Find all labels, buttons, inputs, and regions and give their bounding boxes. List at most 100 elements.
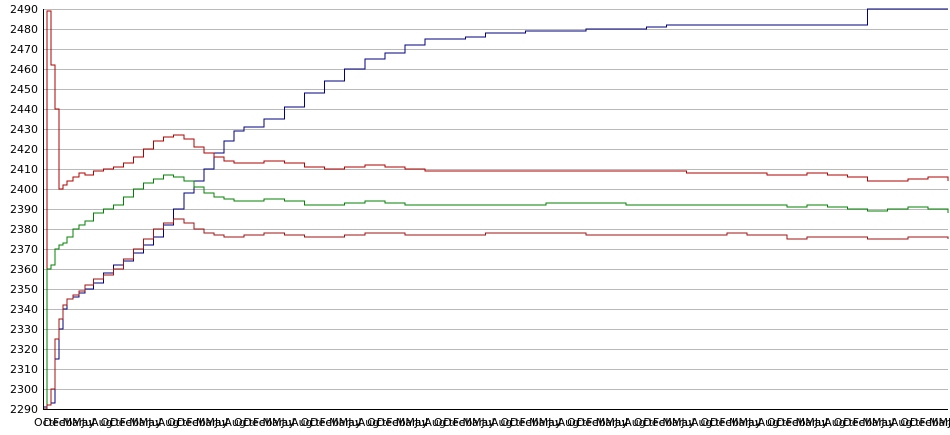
x-tick-label: Feb [786, 416, 805, 429]
series-line-2 [43, 10, 949, 410]
x-tick-label: Jul [814, 416, 828, 429]
x-tick-label: Oct [367, 416, 387, 429]
x-tick-label: Dec [910, 416, 931, 429]
x-tick-label: Oct [634, 416, 654, 429]
x-tick-label: May [272, 416, 295, 429]
x-tick-label: Mar [596, 416, 617, 429]
x-tick-label: Mar [129, 416, 150, 429]
y-tick-label: 2320 [10, 343, 38, 356]
x-tick-label: Aug [358, 416, 379, 429]
x-tick-label: Dec [843, 416, 864, 429]
x-tick-label: Jul [414, 416, 428, 429]
x-tick-label: Mar [796, 416, 817, 429]
y-tick-label: 2310 [10, 363, 38, 376]
x-tick-label: Feb [320, 416, 339, 429]
x-tick-label: May [72, 416, 95, 429]
y-tick-label: 2290 [10, 403, 38, 416]
x-tick-label: Feb [720, 416, 739, 429]
x-tick-label: Feb [53, 416, 72, 429]
series-line-4 [43, 218, 949, 410]
x-tick-label: Mar [196, 416, 217, 429]
series-line-3 [43, 174, 949, 410]
x-tick-label: Oct [767, 416, 787, 429]
x-tick-label: Dec [377, 416, 398, 429]
x-tick-label: Dec [177, 416, 198, 429]
y-tick-label: 2490 [10, 3, 38, 16]
x-tick-label: Jul [947, 416, 950, 429]
y-tick-label: 2360 [10, 263, 38, 276]
x-tick-label: Mar [329, 416, 350, 429]
x-tick-label: Dec [310, 416, 331, 429]
x-tick-label: May [605, 416, 628, 429]
x-tick-label: May [872, 416, 895, 429]
y-tick-label: 2480 [10, 23, 38, 36]
x-tick-label: Aug [91, 416, 112, 429]
x-tick-label: Dec [44, 416, 65, 429]
x-tick-label: Jul [747, 416, 761, 429]
x-tick-label: Aug [224, 416, 245, 429]
x-tick-label: Mar [396, 416, 417, 429]
y-tick-label: 2390 [10, 203, 38, 216]
x-tick-label: Feb [453, 416, 472, 429]
x-tick-label: Jul [480, 416, 494, 429]
x-tick-label: Jul [547, 416, 561, 429]
x-tick-label: Oct [900, 416, 920, 429]
x-tick-label: Dec [577, 416, 598, 429]
x-tick-label: May [472, 416, 495, 429]
x-tick-label: Oct [101, 416, 121, 429]
x-tick-label: Oct [567, 416, 587, 429]
x-tick-label: Feb [253, 416, 272, 429]
x-tick-label: Mar [662, 416, 683, 429]
x-tick-label: Oct [501, 416, 521, 429]
x-tick-label: Dec [443, 416, 464, 429]
x-tick-label: Feb [853, 416, 872, 429]
x-tick-label: Oct [34, 416, 54, 429]
x-tick-label: Jul [614, 416, 628, 429]
x-tick-label: Jul [281, 416, 295, 429]
y-tick-label: 2400 [10, 183, 38, 196]
x-tick-label: Feb [186, 416, 205, 429]
y-tick-label: 2340 [10, 303, 38, 316]
x-tick-label: Dec [510, 416, 531, 429]
x-tick-label: Jul [147, 416, 161, 429]
y-tick-label: 2430 [10, 123, 38, 136]
series-lines [43, 8, 949, 410]
x-tick-label: May [805, 416, 828, 429]
x-tick-label: May [405, 416, 428, 429]
x-tick-label: Aug [758, 416, 779, 429]
x-tick-label: May [205, 416, 228, 429]
y-tick-label: 2470 [10, 43, 38, 56]
x-tick-label: May [339, 416, 362, 429]
x-tick-label: Jul [347, 416, 361, 429]
x-tick-label: Dec [243, 416, 264, 429]
y-tick-label: 2380 [10, 223, 38, 236]
y-tick-label: 2450 [10, 83, 38, 96]
x-tick-label: Aug [558, 416, 579, 429]
x-tick-label: Oct [301, 416, 321, 429]
x-tick-label: Dec [110, 416, 131, 429]
x-tick-label: Feb [586, 416, 605, 429]
series-line-1 [43, 8, 948, 408]
x-tick-label: Jul [81, 416, 95, 429]
y-tick-label: 2370 [10, 243, 38, 256]
y-tick-label: 2330 [10, 323, 38, 336]
x-tick-label: Oct [834, 416, 854, 429]
x-tick-label: Jul [214, 416, 228, 429]
y-tick-label: 2440 [10, 103, 38, 116]
y-tick-label: 2420 [10, 143, 38, 156]
y-tick-label: 2300 [10, 383, 38, 396]
x-tick-label: Oct [167, 416, 187, 429]
x-tick-label: Feb [919, 416, 938, 429]
x-tick-label: Aug [691, 416, 712, 429]
x-tick-label: Aug [291, 416, 312, 429]
x-tick-label: Mar [263, 416, 284, 429]
x-tick-label: Feb [386, 416, 405, 429]
x-tick-label: May [539, 416, 562, 429]
x-tick-label: Oct [234, 416, 254, 429]
x-tick-label: Aug [624, 416, 645, 429]
x-tick-label: Aug [491, 416, 512, 429]
y-tick-label: 2410 [10, 163, 38, 176]
x-tick-label: Aug [424, 416, 445, 429]
x-tick-label: Feb [120, 416, 139, 429]
